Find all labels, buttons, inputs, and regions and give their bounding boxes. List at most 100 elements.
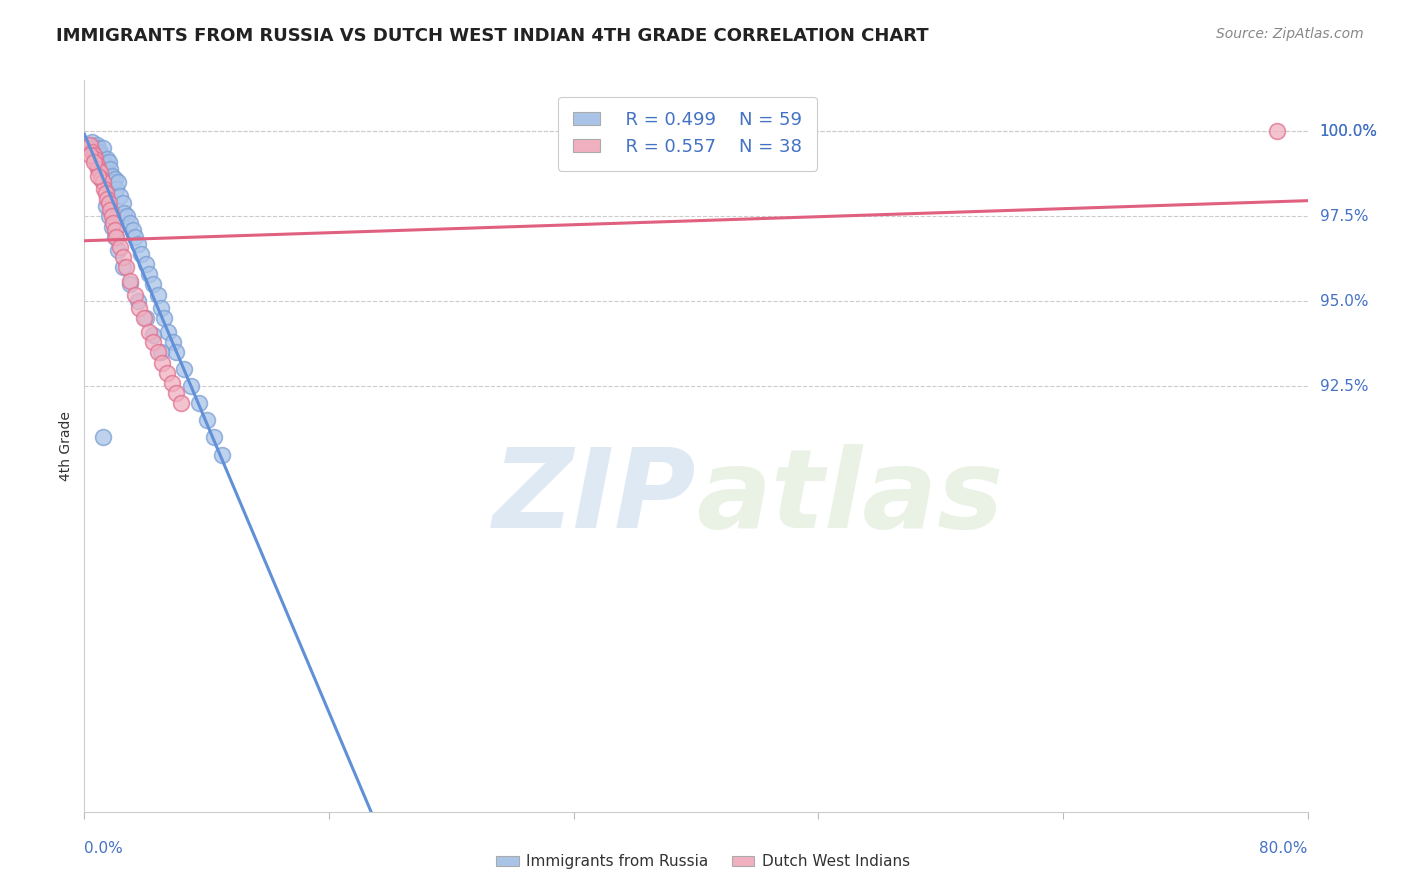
Point [124,287,146,301]
Point [150,356,173,370]
Point [146,287,169,301]
Point [127,294,149,309]
Point [87,141,110,155]
Point [87,161,110,176]
Text: 95.0%: 95.0% [1320,293,1368,309]
Text: 100.0%: 100.0% [1320,124,1378,139]
Point [93,155,115,169]
Point [98,202,121,217]
Point [77,137,100,152]
Point [104,223,127,237]
Point [135,311,157,326]
Point [105,229,128,244]
Point [211,448,233,462]
Point [107,244,129,258]
Legend: Immigrants from Russia, Dutch West Indians: Immigrants from Russia, Dutch West India… [489,848,917,875]
Point [165,386,187,401]
Point [89,165,111,179]
Point [96,192,118,206]
Point [83,145,105,159]
Point [162,335,184,350]
Point [101,169,124,183]
Point [96,165,118,179]
Point [173,362,195,376]
Point [80,141,103,155]
Point [202,430,225,444]
Point [86,158,108,172]
Text: 100.0%: 100.0% [1320,124,1378,139]
Point [115,210,138,224]
Point [170,396,193,410]
Point [135,257,157,271]
Point [195,413,218,427]
Point [120,277,142,292]
Point [138,325,160,339]
Point [138,267,160,281]
Point [142,277,165,292]
Point [96,152,118,166]
Text: 80.0%: 80.0% [1260,841,1308,856]
Point [157,325,180,339]
Point [160,376,183,390]
Point [188,396,211,410]
Point [1265,124,1288,138]
Text: IMMIGRANTS FROM RUSSIA VS DUTCH WEST INDIAN 4TH GRADE CORRELATION CHART: IMMIGRANTS FROM RUSSIA VS DUTCH WEST IND… [56,27,929,45]
Point [142,328,165,343]
Point [77,141,100,155]
Point [79,148,101,162]
Point [146,345,169,359]
Point [101,210,124,224]
Point [111,260,134,275]
Point [180,379,202,393]
Point [108,240,131,254]
Point [105,182,128,196]
Point [89,145,111,159]
Point [90,172,112,186]
Point [91,175,114,189]
Point [153,311,176,326]
Point [103,216,125,230]
Point [89,152,111,166]
Point [132,311,155,326]
Point [86,137,108,152]
Point [97,195,120,210]
Point [129,247,152,261]
Point [80,145,103,159]
Point [108,189,131,203]
Point [120,274,142,288]
Point [91,141,114,155]
Point [149,345,172,359]
Point [84,148,107,162]
Legend:   R = 0.499    N = 59,   R = 0.557    N = 38: R = 0.499 N = 59, R = 0.557 N = 38 [558,96,817,170]
Point [124,229,146,244]
Point [98,161,121,176]
Point [97,210,120,224]
Text: ZIP: ZIP [492,443,696,550]
Text: 92.5%: 92.5% [1320,379,1368,394]
Point [112,206,135,220]
Point [83,155,105,169]
Point [111,250,134,264]
Point [122,223,145,237]
Point [165,345,187,359]
Point [83,148,105,162]
Text: 97.5%: 97.5% [1320,209,1368,224]
Y-axis label: 4th Grade: 4th Grade [59,411,73,481]
Point [87,169,110,183]
Point [94,199,117,213]
Text: atlas: atlas [696,443,1004,550]
Point [111,195,134,210]
Point [97,155,120,169]
Text: 0.0%: 0.0% [84,841,124,856]
Point [104,172,127,186]
Point [101,219,124,234]
Point [91,430,114,444]
Point [142,335,165,350]
Point [80,135,103,149]
Point [128,301,150,316]
Point [93,182,115,196]
Point [84,152,107,166]
Point [120,216,142,230]
Point [90,148,112,162]
Point [79,141,101,155]
